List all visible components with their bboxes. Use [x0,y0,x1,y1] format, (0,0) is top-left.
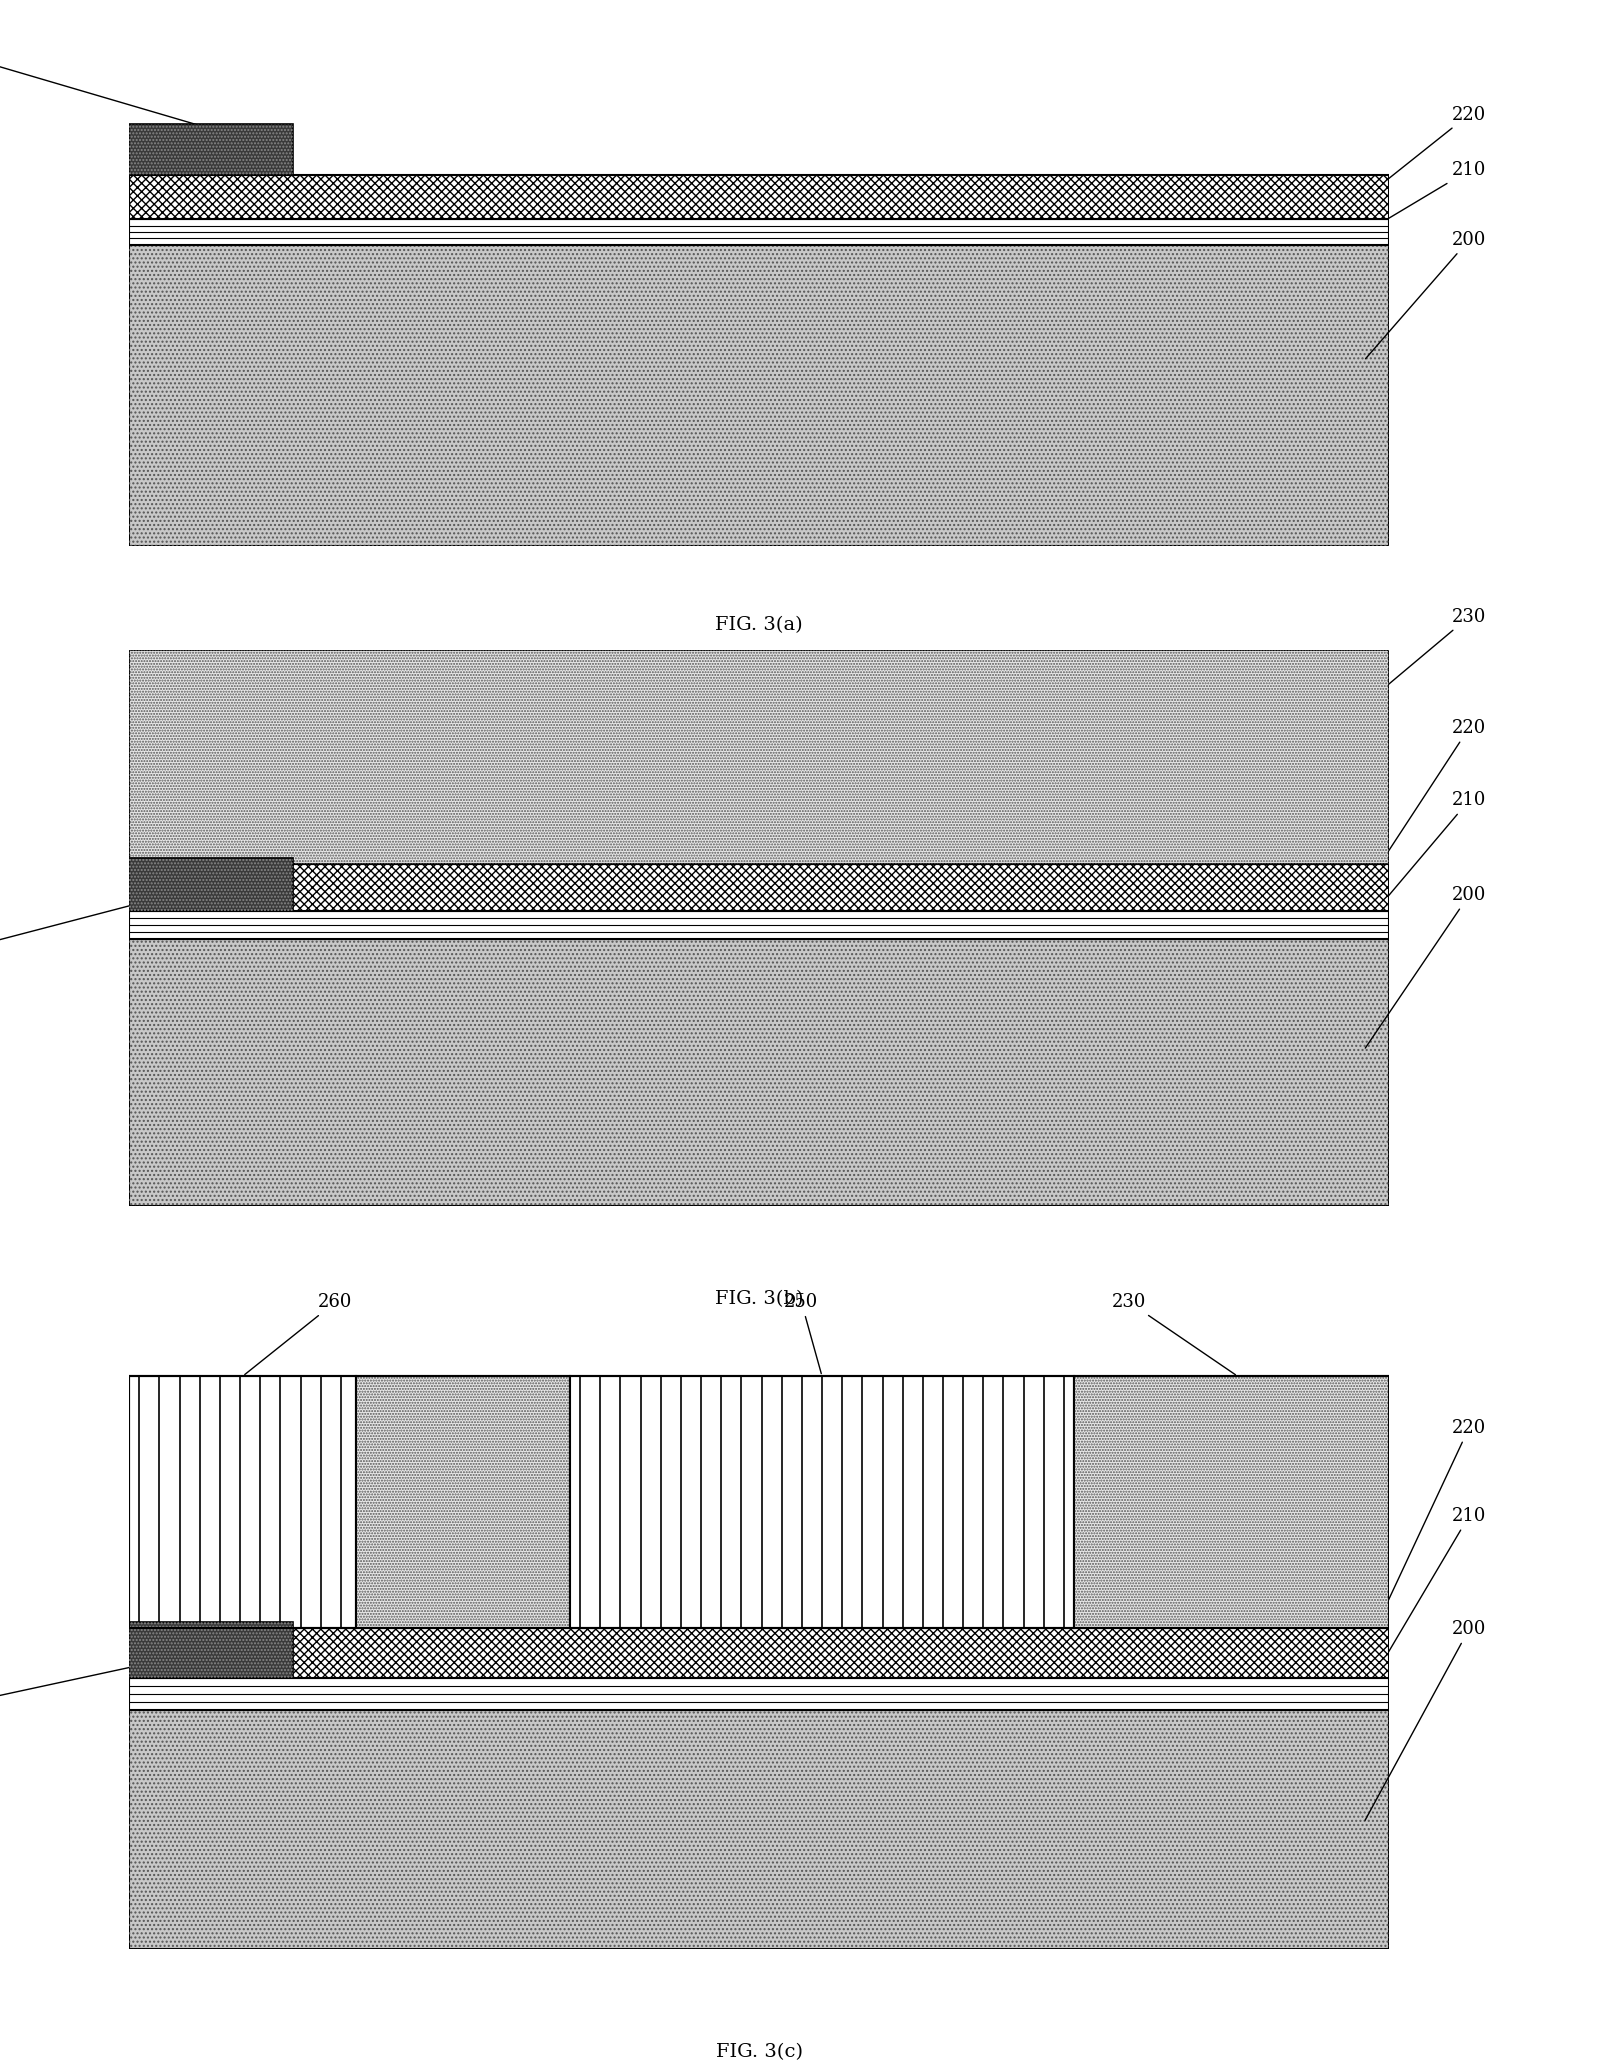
Bar [129,1621,292,1678]
Bar [355,1375,570,1627]
Bar [355,1375,570,1627]
Text: 260: 260 [245,1293,352,1375]
Bar [129,1709,1388,1949]
Bar [129,124,292,175]
Text: FIG. 3(b): FIG. 3(b) [715,1291,802,1307]
Bar [129,1678,1388,1709]
Text: FIG. 3(a): FIG. 3(a) [715,617,802,633]
Bar [129,858,292,911]
Bar [129,1627,1388,1678]
Text: FIG. 3(c): FIG. 3(c) [715,2043,802,2060]
Bar [129,245,1388,546]
Text: 200: 200 [1365,231,1485,359]
Bar [129,1375,355,1627]
Bar [129,864,1388,911]
Bar [129,650,1388,864]
Text: 220: 220 [1365,105,1485,196]
Text: 220: 220 [1364,1419,1485,1650]
Bar [129,858,292,911]
Bar [129,124,292,175]
Bar [129,911,1388,938]
Bar [129,175,1388,219]
Bar [129,864,1388,911]
Bar [129,1375,1388,1627]
Text: 200: 200 [1364,887,1485,1047]
Bar [129,650,1388,864]
Text: 230: 230 [1365,608,1485,703]
Text: 220: 220 [1364,720,1485,887]
Bar [129,1621,292,1678]
Bar [129,175,1388,219]
Text: 240: 240 [0,1650,208,1714]
Bar [129,938,1388,1206]
Bar [1073,1375,1388,1627]
Bar [1073,1375,1388,1627]
Bar [129,245,1388,546]
Text: 210: 210 [1365,161,1485,231]
Bar [129,1709,1388,1949]
Bar [570,1375,1073,1627]
Text: 250: 250 [784,1293,822,1373]
Bar [129,219,1388,245]
Bar [129,938,1388,1206]
Text: 200: 200 [1364,1621,1485,1821]
Text: 240: 240 [0,885,208,959]
Bar [129,1627,1388,1678]
Text: 230: 230 [1110,1293,1235,1375]
Text: 210: 210 [1365,792,1485,924]
Text: 240: 240 [0,45,208,128]
Text: 210: 210 [1364,1507,1485,1691]
